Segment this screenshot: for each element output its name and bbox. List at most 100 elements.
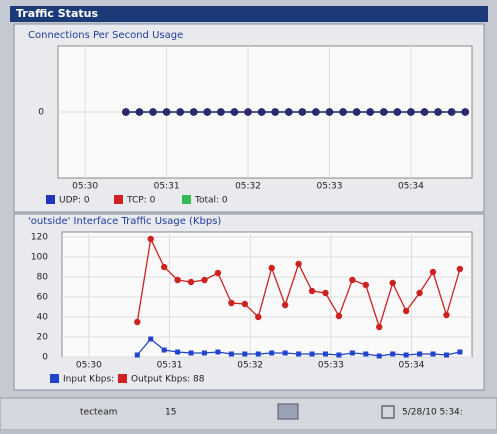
x-tick-label: 05:33	[318, 361, 344, 371]
point	[339, 108, 347, 116]
point	[447, 108, 456, 116]
point	[134, 352, 140, 358]
status-count: 15	[165, 408, 176, 418]
point	[434, 108, 442, 116]
point	[363, 351, 369, 357]
legend-label: TCP: 0	[126, 196, 156, 206]
point	[242, 351, 248, 357]
point	[390, 351, 396, 357]
chart-title: 'outside' Interface Traffic Usage (Kbps)	[28, 216, 221, 227]
point	[269, 350, 275, 356]
point	[416, 289, 423, 297]
point	[376, 353, 382, 359]
point	[430, 351, 436, 357]
point	[149, 108, 157, 116]
x-tick-label: 05:31	[157, 361, 183, 371]
point	[443, 352, 449, 358]
point	[461, 108, 470, 116]
legend-swatch	[114, 195, 123, 204]
point	[403, 352, 409, 358]
y-tick-label: 0	[38, 108, 44, 118]
point	[407, 108, 415, 116]
point	[162, 108, 171, 116]
point	[284, 108, 293, 116]
point	[228, 299, 235, 307]
point	[296, 351, 302, 357]
point	[214, 269, 222, 277]
point	[417, 351, 423, 357]
point	[325, 108, 334, 116]
legend-label: UDP: 0	[59, 196, 90, 206]
point	[201, 350, 207, 356]
point	[420, 108, 429, 116]
point	[308, 287, 316, 295]
point	[271, 108, 279, 116]
point	[322, 289, 329, 297]
point	[257, 108, 266, 116]
point	[217, 108, 225, 116]
point	[322, 351, 328, 357]
legend-swatch	[50, 374, 59, 383]
legend-label: Total: 0	[194, 196, 228, 206]
point	[349, 276, 356, 284]
legend-swatch	[46, 195, 55, 204]
lock-icon[interactable]	[381, 405, 395, 419]
point	[160, 263, 168, 271]
point	[175, 349, 181, 355]
point	[366, 108, 374, 116]
x-tick-label: 05:32	[235, 182, 261, 192]
plot-area	[61, 231, 473, 358]
point	[189, 108, 198, 116]
point	[201, 276, 208, 284]
point	[443, 311, 450, 319]
point	[187, 278, 195, 286]
point	[379, 108, 388, 116]
legend-swatch	[118, 374, 127, 383]
icon[interactable]	[277, 403, 299, 420]
point	[268, 264, 275, 272]
point	[188, 350, 194, 356]
x-tick-label: 05:31	[154, 182, 180, 192]
y-tick-label: 80	[37, 273, 49, 283]
point	[393, 108, 402, 116]
point	[295, 260, 302, 268]
point	[456, 265, 464, 273]
window-title: Traffic Status	[16, 7, 98, 20]
status-user: tecteam	[80, 408, 117, 418]
point	[402, 307, 410, 315]
point	[230, 108, 239, 116]
point	[176, 108, 184, 116]
point	[312, 108, 320, 116]
point	[352, 108, 361, 116]
point	[122, 108, 130, 116]
point	[134, 318, 141, 326]
point	[203, 108, 212, 116]
chart-title: Connections Per Second Usage	[28, 30, 183, 41]
point	[281, 301, 289, 309]
point	[147, 235, 154, 243]
point	[255, 313, 262, 321]
y-tick-label: 100	[31, 253, 48, 263]
point	[215, 349, 221, 355]
y-tick-label: 40	[37, 313, 49, 323]
legend-label: Input Kbps: 5	[63, 375, 123, 385]
y-tick-label: 20	[37, 333, 49, 343]
point	[244, 108, 252, 116]
title-bar	[10, 6, 488, 22]
point	[298, 108, 307, 116]
x-tick-label: 05:30	[76, 361, 102, 371]
x-tick-label: 05:33	[317, 182, 343, 192]
point	[135, 108, 144, 116]
point	[389, 279, 396, 287]
y-tick-label: 60	[37, 293, 49, 303]
x-tick-label: 05:34	[399, 361, 425, 371]
status-datetime: 5/28/10 5:34:	[402, 408, 463, 418]
x-tick-label: 05:34	[398, 182, 424, 192]
x-tick-label: 05:32	[237, 361, 263, 371]
point	[161, 347, 167, 353]
point	[174, 276, 181, 284]
legend-swatch	[182, 195, 191, 204]
legend-label: Output Kbps: 88	[131, 375, 205, 385]
